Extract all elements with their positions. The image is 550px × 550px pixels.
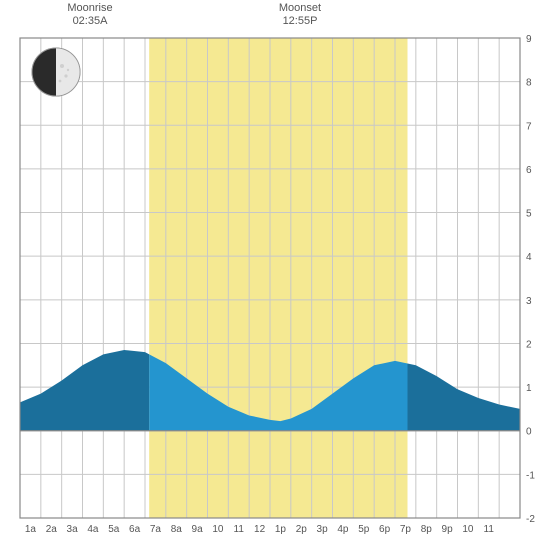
svg-text:5a: 5a xyxy=(108,524,120,535)
svg-text:2: 2 xyxy=(526,339,532,350)
svg-text:2a: 2a xyxy=(46,524,58,535)
svg-text:9a: 9a xyxy=(192,524,204,535)
svg-text:5p: 5p xyxy=(358,524,370,535)
svg-text:6a: 6a xyxy=(129,524,141,535)
moonrise-time: 02:35A xyxy=(60,15,120,27)
svg-text:0: 0 xyxy=(526,427,532,438)
svg-text:10: 10 xyxy=(212,524,224,535)
svg-text:8a: 8a xyxy=(171,524,183,535)
svg-text:-1: -1 xyxy=(526,470,535,481)
svg-text:2p: 2p xyxy=(296,524,308,535)
svg-text:4a: 4a xyxy=(87,524,99,535)
moonset-time: 12:55P xyxy=(270,15,330,27)
svg-text:6: 6 xyxy=(526,165,532,176)
svg-text:7p: 7p xyxy=(400,524,412,535)
svg-text:7a: 7a xyxy=(150,524,162,535)
svg-text:4: 4 xyxy=(526,252,532,263)
svg-text:1p: 1p xyxy=(275,524,287,535)
svg-text:8p: 8p xyxy=(421,524,433,535)
svg-text:1: 1 xyxy=(526,383,532,394)
svg-text:9: 9 xyxy=(526,34,532,45)
svg-text:5: 5 xyxy=(526,209,532,220)
svg-text:1a: 1a xyxy=(25,524,37,535)
svg-text:11: 11 xyxy=(484,524,495,535)
svg-text:12: 12 xyxy=(254,524,266,535)
svg-text:3p: 3p xyxy=(317,524,329,535)
svg-text:10: 10 xyxy=(462,524,474,535)
moon-phase-icon xyxy=(27,43,85,101)
tide-chart: Moonrise 02:35A Moonset 12:55P -2-101234… xyxy=(0,0,550,550)
svg-text:6p: 6p xyxy=(379,524,391,535)
svg-text:4p: 4p xyxy=(337,524,349,535)
moonset-label: Moonset xyxy=(270,2,330,14)
svg-text:9p: 9p xyxy=(442,524,454,535)
svg-text:3: 3 xyxy=(526,296,532,307)
svg-text:8: 8 xyxy=(526,78,532,89)
svg-text:7: 7 xyxy=(526,121,532,132)
moonrise-label: Moonrise xyxy=(60,2,120,14)
svg-text:3a: 3a xyxy=(67,524,79,535)
svg-text:-2: -2 xyxy=(526,514,535,525)
svg-text:11: 11 xyxy=(234,524,245,535)
